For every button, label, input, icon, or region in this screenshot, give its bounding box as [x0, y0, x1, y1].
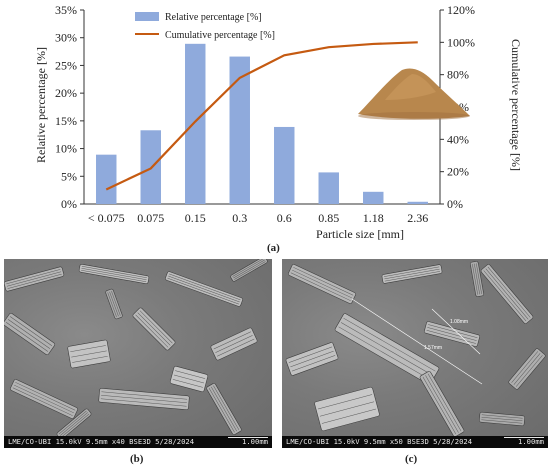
caption-b: (b): [130, 453, 144, 465]
bar: [96, 154, 117, 204]
sem-particle: [314, 386, 380, 432]
sem-particle: [67, 339, 111, 369]
y-axis-left-label: Relative percentage [%]: [34, 47, 48, 163]
legend-bar-label: Relative percentage [%]: [165, 12, 262, 23]
sem-particle: [78, 263, 150, 285]
y-right-tick-label: 0%: [447, 197, 463, 211]
sem-c-measure-line-2: [431, 308, 481, 355]
sem-particle: [4, 312, 56, 356]
y-left-tick-label: 20%: [55, 86, 77, 100]
y-left-tick-label: 0%: [61, 197, 77, 211]
y-left-tick-label: 10%: [55, 142, 77, 156]
sem-particle: [334, 313, 440, 385]
y-right-tick-label: 100%: [447, 35, 475, 49]
sem-c-measure-line-1: [351, 298, 483, 385]
sem-b-scale-label: 1.00mm: [242, 437, 268, 446]
x-tick-label: 0.075: [137, 211, 164, 225]
sem-particle: [132, 307, 176, 351]
cumulative-line-series: [105, 41, 418, 191]
sem-particle: [508, 348, 546, 390]
bar-series: [96, 43, 428, 205]
sem-particle: [206, 383, 242, 435]
x-tick-label: 1.18: [363, 211, 384, 225]
caption-c: (c): [405, 453, 418, 465]
cumulative-line: [105, 41, 418, 191]
caption-a: (a): [267, 242, 280, 254]
sem-particle: [285, 342, 339, 376]
y-right-tick-label: 40%: [447, 132, 469, 146]
bar: [318, 172, 339, 204]
sem-particle: [98, 387, 190, 411]
sem-particle: [424, 321, 480, 347]
sem-particle: [4, 266, 65, 292]
sem-particle: [288, 264, 356, 304]
sand-highlight: [385, 74, 436, 100]
legend-line-label: Cumulative percentage [%]: [165, 30, 275, 41]
legend: Relative percentage [%] Cumulative perce…: [135, 12, 275, 41]
x-tick-label: 0.85: [318, 211, 339, 225]
sand-pile-image: [358, 68, 470, 120]
sem-particle: [479, 411, 525, 427]
y-left-tick-label: 30%: [55, 31, 77, 45]
sem-image-c: 1.57mm 1.08mm LME/CO-UBI 15.0kV 9.5mm x5…: [282, 259, 548, 448]
sem-c-metadata: LME/CO-UBI 15.0kV 9.5mm x50 BSE3D 5/28/2…: [286, 437, 473, 446]
sem-particle: [210, 327, 258, 361]
sem-particle: [169, 365, 209, 393]
sem-particle: [165, 271, 243, 307]
sem-particle: [470, 261, 484, 297]
bar: [274, 126, 295, 204]
sem-c-particles: [285, 261, 546, 436]
legend-bar-swatch: [135, 12, 159, 21]
y-left-tick-label: 5%: [61, 169, 77, 183]
x-tick-label: 0.3: [232, 211, 247, 225]
sem-b-info-bar: LME/CO-UBI 15.0kV 9.5mm x40 BSE3D 5/28/2…: [4, 436, 272, 448]
bar: [407, 201, 428, 204]
sem-c-scale-bar: [504, 437, 544, 438]
y-right-tick-label: 80%: [447, 68, 469, 82]
particle-size-chart: 0%5%10%15%20%25%30%35%0%20%40%60%80%100%…: [34, 3, 523, 241]
y-axis-right-label: Cumulative percentage [%]: [509, 39, 523, 171]
sand-shadow: [358, 112, 470, 120]
sem-particle: [230, 259, 268, 282]
bar: [185, 43, 206, 204]
y-left-tick-label: 35%: [55, 3, 77, 17]
x-tick-label: < 0.075: [88, 211, 125, 225]
x-tick-label: 2.36: [407, 211, 428, 225]
sem-b-particles: [4, 259, 268, 436]
sem-c-measure-label-2: 1.08mm: [450, 319, 469, 325]
x-tick-label: 0.6: [277, 211, 292, 225]
x-axis-label: Particle size [mm]: [316, 227, 404, 241]
sem-particle: [419, 371, 465, 436]
sem-particle: [105, 288, 123, 320]
sem-b-scale-bar: [228, 437, 268, 438]
sem-c-measure-label-1: 1.57mm: [424, 345, 443, 351]
bar: [229, 56, 250, 205]
y-right-tick-label: 20%: [447, 165, 469, 179]
y-left-tick-label: 25%: [55, 58, 77, 72]
sem-image-b: LME/CO-UBI 15.0kV 9.5mm x40 BSE3D 5/28/2…: [4, 259, 272, 448]
bar: [363, 191, 384, 204]
sem-c-info-bar: LME/CO-UBI 15.0kV 9.5mm x50 BSE3D 5/28/2…: [282, 436, 548, 448]
y-left-tick-label: 15%: [55, 114, 77, 128]
y-right-tick-label: 120%: [447, 3, 475, 17]
sem-particle: [10, 379, 78, 419]
sem-particle: [480, 264, 534, 324]
sem-particle: [381, 264, 443, 284]
sem-b-metadata: LME/CO-UBI 15.0kV 9.5mm x40 BSE3D 5/28/2…: [8, 437, 195, 446]
sem-particle: [56, 408, 92, 436]
x-tick-label: 0.15: [185, 211, 206, 225]
sem-c-scale-label: 1.00mm: [518, 437, 544, 446]
